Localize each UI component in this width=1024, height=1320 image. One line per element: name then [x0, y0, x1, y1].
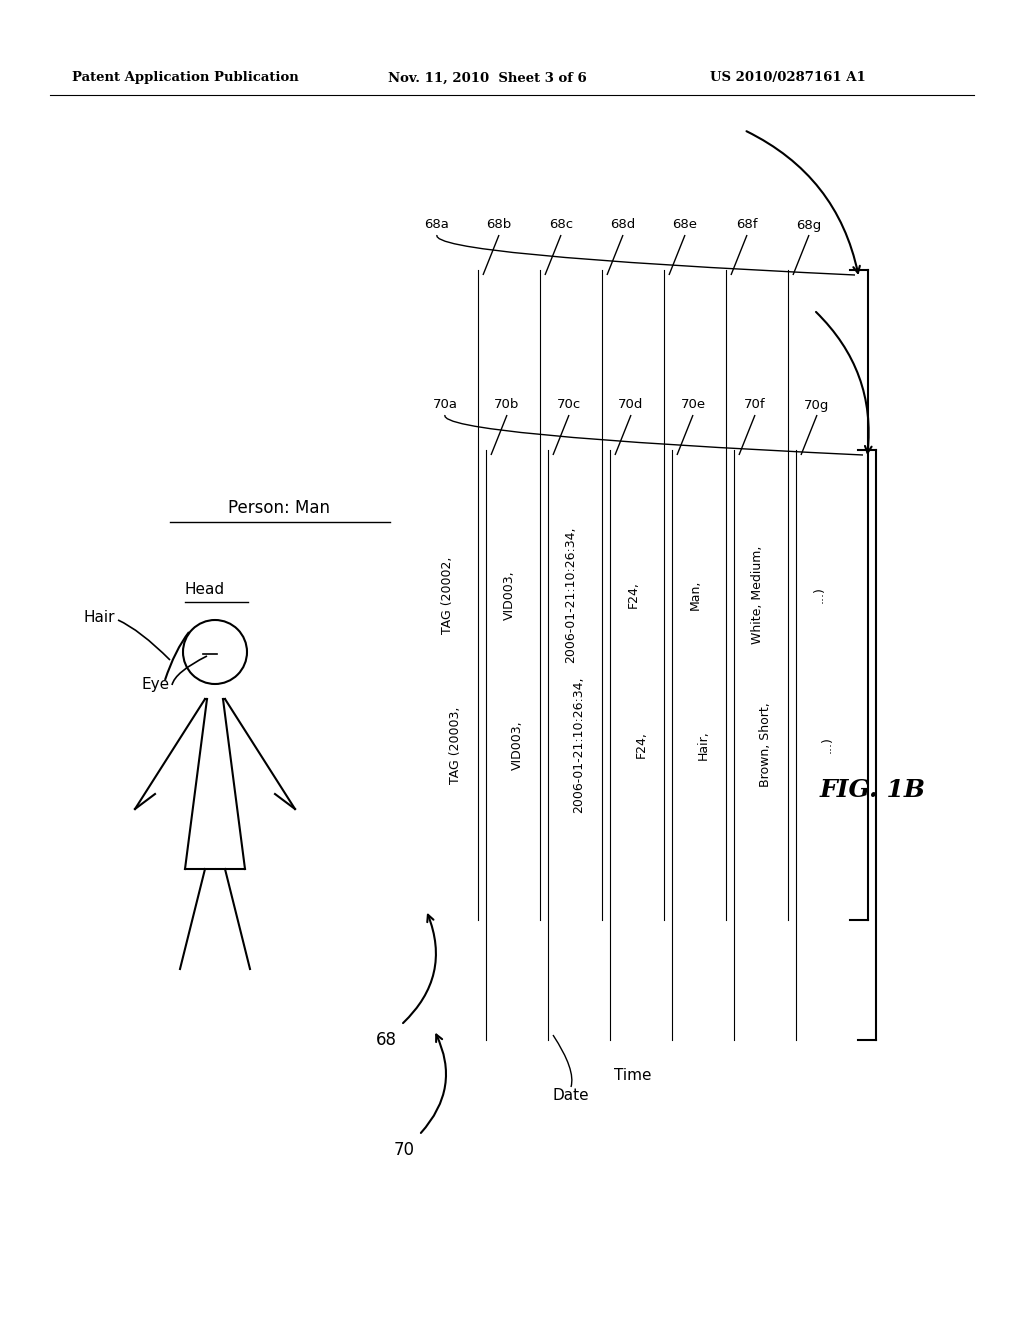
Text: 70a: 70a — [432, 399, 458, 412]
Text: 68c: 68c — [549, 219, 573, 231]
Text: 68b: 68b — [486, 219, 512, 231]
Text: F24,: F24, — [627, 582, 640, 609]
Text: Eye: Eye — [142, 677, 170, 693]
Text: US 2010/0287161 A1: US 2010/0287161 A1 — [710, 71, 865, 84]
Text: Person: Man: Person: Man — [228, 499, 330, 517]
Text: 68: 68 — [376, 1031, 396, 1049]
Text: Patent Application Publication: Patent Application Publication — [72, 71, 299, 84]
Text: Hair: Hair — [84, 610, 115, 624]
Text: FIG. 1B: FIG. 1B — [820, 777, 926, 803]
Text: 68g: 68g — [797, 219, 821, 231]
Text: ...): ...) — [812, 586, 825, 603]
Text: White, Medium,: White, Medium, — [751, 545, 764, 644]
Text: Brown, Short,: Brown, Short, — [759, 702, 771, 787]
Text: VID003,: VID003, — [503, 570, 515, 620]
Text: Head: Head — [185, 582, 225, 598]
Text: 70b: 70b — [495, 399, 520, 412]
Text: 68a: 68a — [425, 219, 450, 231]
Text: TAG (20003,: TAG (20003, — [449, 706, 462, 784]
Text: ...): ...) — [820, 737, 834, 754]
Text: Man,: Man, — [688, 579, 701, 610]
Text: 70e: 70e — [680, 399, 706, 412]
Text: 70d: 70d — [618, 399, 644, 412]
Text: Nov. 11, 2010  Sheet 3 of 6: Nov. 11, 2010 Sheet 3 of 6 — [388, 71, 587, 84]
Text: F24,: F24, — [635, 731, 647, 759]
Text: 70c: 70c — [557, 399, 582, 412]
Text: 68d: 68d — [610, 219, 636, 231]
Text: VID003,: VID003, — [511, 721, 523, 770]
Text: Date: Date — [553, 1088, 590, 1102]
Text: 2006-01-21:10:26:34,: 2006-01-21:10:26:34, — [564, 527, 578, 663]
Text: 68e: 68e — [673, 219, 697, 231]
Text: 70g: 70g — [804, 399, 829, 412]
Text: TAG (20002,: TAG (20002, — [440, 556, 454, 634]
Text: Hair,: Hair, — [696, 730, 710, 760]
Text: Time: Time — [614, 1068, 651, 1082]
Text: 68f: 68f — [736, 219, 758, 231]
Text: 2006-01-21:10:26:34,: 2006-01-21:10:26:34, — [572, 677, 586, 813]
Text: 70: 70 — [393, 1140, 415, 1159]
Text: 70f: 70f — [744, 399, 766, 412]
